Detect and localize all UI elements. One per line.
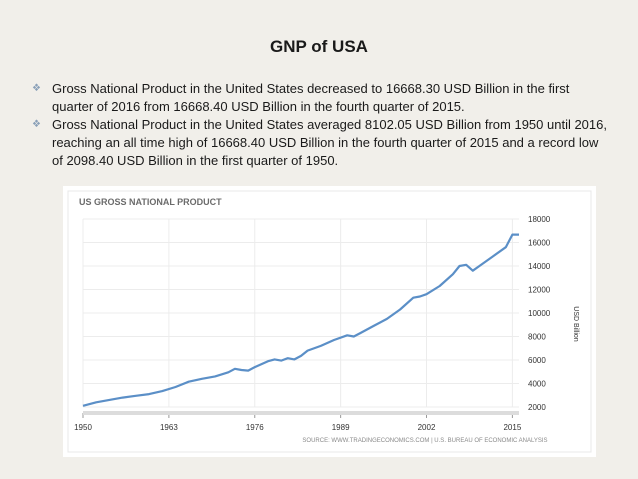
series-group bbox=[82, 233, 519, 407]
y-tick-label: 14000 bbox=[528, 262, 551, 271]
gnp-chart: US GROSS NATIONAL PRODUCT 2000 4000 6000 80… bbox=[67, 190, 592, 453]
x-tick-label: 2015 bbox=[503, 423, 521, 432]
y-tick-label: 6000 bbox=[528, 356, 546, 365]
chart-frame bbox=[67, 190, 592, 453]
series-line-gnp bbox=[82, 233, 519, 407]
bullet-text: Gross National Product in the United Sta… bbox=[52, 81, 570, 114]
x-tick-label: 2002 bbox=[418, 423, 436, 432]
y-tick-label: 2000 bbox=[528, 403, 546, 412]
y-tick-label: 18000 bbox=[528, 215, 551, 224]
chart-container: US GROSS NATIONAL PRODUCT 2000 4000 6000 80… bbox=[63, 186, 596, 457]
x-tick-label: 1976 bbox=[246, 423, 264, 432]
bullet-item: ❖ Gross National Product in the United S… bbox=[32, 116, 612, 170]
bullet-item: ❖ Gross National Product in the United S… bbox=[32, 80, 612, 116]
x-tick-label: 1989 bbox=[332, 423, 350, 432]
y-axis-ticks: 2000 4000 6000 8000 10000 12000 14000 16000 1800… bbox=[528, 215, 551, 412]
y-tick-label: 16000 bbox=[528, 239, 551, 248]
y-tick-label: 4000 bbox=[528, 380, 546, 389]
chart-source: SOURCE: WWW.TRADINGECONOMICS.COM | U.S. … bbox=[302, 438, 547, 444]
x-axis-ticks: 1950 1963 1976 1989 2002 2015 bbox=[74, 411, 522, 432]
bullet-text: Gross National Product in the United Sta… bbox=[52, 117, 607, 168]
diamond-bullet-icon: ❖ bbox=[32, 119, 41, 130]
diamond-bullet-icon: ❖ bbox=[32, 83, 41, 94]
chart-title: US GROSS NATIONAL PRODUCT bbox=[79, 197, 222, 207]
y-axis-label: USD Billion bbox=[572, 306, 579, 342]
x-tick-label: 1963 bbox=[160, 423, 178, 432]
x-tick-label: 1950 bbox=[74, 423, 92, 432]
bullet-list: ❖ Gross National Product in the United S… bbox=[32, 80, 612, 170]
y-tick-label: 8000 bbox=[528, 333, 546, 342]
slide-title: GNP of USA bbox=[270, 37, 368, 56]
y-tick-label: 12000 bbox=[528, 286, 551, 295]
grid-lines bbox=[82, 218, 519, 408]
y-tick-label: 10000 bbox=[528, 309, 551, 318]
